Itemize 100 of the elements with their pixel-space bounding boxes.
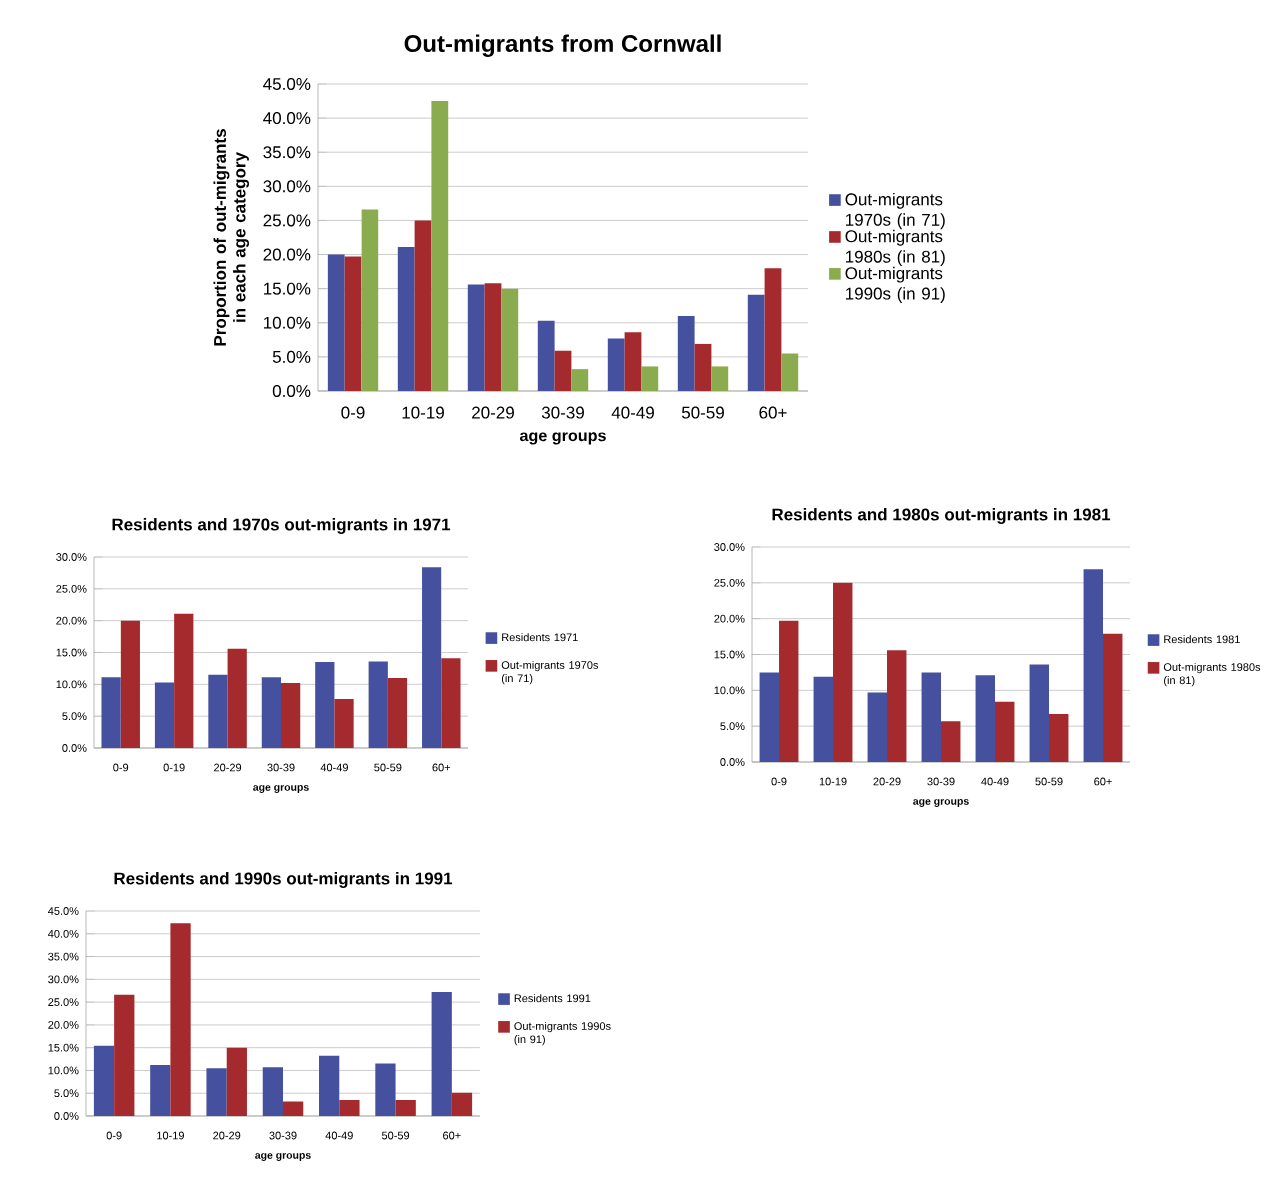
bar <box>226 1047 247 1116</box>
x-tick-label: 30-39 <box>269 1131 297 1140</box>
y-tick-label: 45.0% <box>263 77 311 90</box>
bar <box>174 613 194 748</box>
x-tick-label: 60+ <box>1094 777 1112 786</box>
x-tick-label: 50-59 <box>374 763 402 772</box>
bar <box>261 677 281 748</box>
y-tick-label: 25.0% <box>48 998 79 1006</box>
x-tick-label: 20-29 <box>472 406 514 419</box>
y-tick-label: 20.0% <box>48 1020 79 1029</box>
y-tick-label: 15.0% <box>264 282 311 295</box>
chart-title: Out-migrants from Cornwall <box>404 34 721 57</box>
bar <box>93 1045 115 1116</box>
y-tick-label: 35.0% <box>263 146 311 159</box>
bar <box>759 672 780 762</box>
y-tick-label: 30.0% <box>48 975 79 984</box>
y-tick-label: 10.0% <box>714 686 745 695</box>
x-tick-label: 10-19 <box>157 1131 184 1140</box>
bar <box>315 662 335 748</box>
y-tick-label: 40.0% <box>48 929 79 938</box>
bar <box>921 672 942 762</box>
legend-label: Out-migrants 1980s (in 81) <box>845 229 945 267</box>
chart-title: Residents and 1970s out-migrants in 1971 <box>112 518 451 534</box>
x-tick-label: 20-29 <box>873 777 901 786</box>
bar <box>397 247 415 391</box>
y-tick-label: 20.0% <box>56 616 87 625</box>
bar <box>114 994 135 1116</box>
bar <box>262 1067 283 1116</box>
y-axis-title: Proportion of out-migrants in each age category <box>213 129 250 346</box>
x-tick-label: 40-49 <box>325 1131 353 1140</box>
bar <box>779 620 799 762</box>
y-tick-label: 25.0% <box>714 578 745 587</box>
chart-title: Residents and 1980s out-migrants in 1981 <box>772 508 1111 524</box>
y-tick-label: 5.0% <box>54 1089 79 1098</box>
bar <box>867 692 888 762</box>
bar <box>554 350 572 391</box>
bar <box>334 698 354 748</box>
bar <box>283 1101 304 1116</box>
bar <box>208 674 228 748</box>
legend-label: Out-migrants 1970s (in 71) <box>845 192 945 230</box>
x-tick-label: 10-19 <box>402 406 444 419</box>
bar <box>441 658 461 748</box>
y-tick-label: 20.0% <box>263 248 311 261</box>
bar <box>154 682 175 748</box>
x-axis-title: age groups <box>913 799 969 807</box>
y-tick-label: 5.0% <box>720 722 745 731</box>
y-tick-label: 10.0% <box>56 680 87 689</box>
x-tick-label: 0-9 <box>341 406 365 419</box>
y-tick-label: 25.0% <box>56 584 87 593</box>
y-tick-label: 15.0% <box>714 650 745 659</box>
bar <box>467 284 485 391</box>
bar <box>281 683 301 748</box>
y-tick-label: 40.0% <box>263 112 311 125</box>
x-tick-label: 30-39 <box>927 777 955 786</box>
x-tick-label: 60+ <box>432 763 451 772</box>
bar <box>975 675 996 762</box>
bar <box>150 1064 171 1116</box>
bar <box>387 677 408 748</box>
x-tick-label: 0-9 <box>113 763 129 772</box>
y-tick-label: 0.0% <box>62 744 87 752</box>
legend-label: Residents 1981 <box>1164 635 1240 644</box>
x-tick-label: 40-49 <box>611 406 654 419</box>
bar <box>607 338 625 391</box>
legend-label: Out-migrants 1970s (in 71) <box>501 660 599 685</box>
bar <box>887 650 907 762</box>
y-tick-label: 15.0% <box>56 648 87 657</box>
bar <box>747 294 765 391</box>
bar <box>361 209 379 391</box>
bar <box>995 701 1015 762</box>
x-tick-label: 20-29 <box>214 763 242 772</box>
y-tick-label: 35.0% <box>48 952 79 961</box>
legend-label: Out-migrants 1980s (in 81) <box>1163 662 1261 687</box>
bar <box>1103 633 1123 762</box>
bar <box>641 366 659 391</box>
bar <box>571 369 589 391</box>
y-tick-label: 5.0% <box>62 712 87 721</box>
bar <box>339 1100 360 1116</box>
bar <box>1029 664 1050 762</box>
y-tick-label: 15.0% <box>48 1043 79 1052</box>
bar <box>431 992 452 1116</box>
bar <box>344 256 362 391</box>
x-tick-label: 30-39 <box>541 406 584 419</box>
y-tick-label: 10.0% <box>264 316 311 329</box>
bar <box>375 1063 396 1116</box>
bar <box>624 332 642 391</box>
bar <box>170 923 191 1116</box>
x-tick-label: 0-19 <box>163 763 185 772</box>
bar <box>694 343 712 391</box>
x-axis-title: age groups <box>253 785 309 793</box>
y-tick-label: 20.0% <box>714 614 745 623</box>
y-tick-label: 30.0% <box>263 180 311 193</box>
x-tick-label: 10-19 <box>819 777 847 786</box>
x-axis-title: age groups <box>255 1153 311 1161</box>
bar <box>537 320 555 391</box>
bar <box>206 1068 227 1116</box>
x-tick-label: 30-39 <box>267 763 295 772</box>
x-tick-label: 60+ <box>443 1131 461 1140</box>
bar <box>414 220 432 391</box>
x-tick-label: 20-29 <box>213 1131 241 1140</box>
legend-label: Out-migrants 1990s (in 91) <box>514 1021 611 1046</box>
